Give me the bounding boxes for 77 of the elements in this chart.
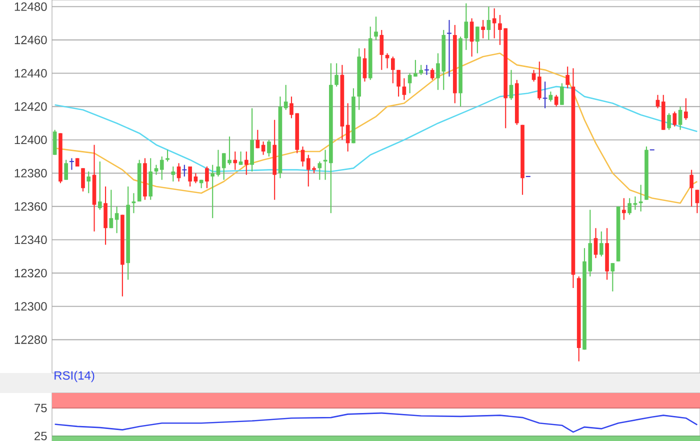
candlestick	[690, 169, 694, 208]
candlestick	[419, 64, 423, 76]
candlestick	[64, 159, 68, 180]
candlestick	[402, 78, 406, 100]
candlestick	[334, 62, 338, 88]
candlestick	[52, 129, 57, 156]
candlestick	[470, 18, 474, 58]
candlestick	[396, 69, 400, 98]
candlestick	[380, 29, 384, 70]
candlestick	[188, 166, 192, 188]
candlestick	[300, 146, 305, 168]
candlestick	[638, 184, 643, 212]
candlestick	[599, 230, 604, 257]
candlestick	[374, 16, 378, 40]
candlestick	[633, 196, 638, 210]
candlestick	[154, 164, 158, 176]
candlestick	[430, 68, 434, 80]
y-tick-label: 25	[34, 432, 47, 440]
candlestick	[284, 84, 288, 110]
y-tick-label: 12320	[14, 268, 47, 278]
candlestick	[81, 168, 85, 192]
candlestick	[233, 150, 238, 170]
candlestick	[464, 2, 468, 50]
y-tick-label: 12480	[14, 2, 47, 11]
candlestick	[318, 160, 322, 180]
line-series	[54, 86, 698, 172]
candlestick	[486, 6, 491, 40]
candlestick	[98, 160, 102, 210]
candlestick	[548, 91, 553, 102]
candlestick	[385, 52, 390, 69]
candlestick	[594, 228, 598, 259]
line-series	[54, 412, 698, 433]
candlestick	[628, 198, 632, 216]
candlestick	[678, 106, 682, 130]
candlestick	[109, 189, 114, 229]
candlestick	[610, 262, 615, 292]
candlestick	[267, 139, 271, 158]
y-tick-label: 12420	[14, 102, 47, 111]
candlestick	[667, 112, 671, 130]
y-tick-label: 12280	[14, 335, 47, 344]
candlestick	[492, 8, 496, 39]
candlestick	[160, 156, 164, 180]
candlestick	[166, 149, 170, 162]
candlestick	[216, 149, 220, 178]
candlestick	[672, 111, 677, 128]
candlestick	[684, 98, 688, 120]
candlestick	[566, 66, 570, 89]
candlestick	[542, 81, 548, 109]
candlestick	[476, 26, 480, 54]
candlestick	[176, 162, 181, 182]
candlestick	[182, 164, 188, 178]
candlestick	[114, 206, 119, 234]
y-tick-label: 75	[34, 404, 47, 412]
candlestick	[560, 82, 564, 106]
candlestick	[171, 166, 176, 182]
y-tick-label: 12400	[14, 136, 47, 144]
y-tick-label: 12440	[14, 69, 47, 78]
chart-title: RSI(14)	[54, 370, 94, 382]
candlestick	[86, 170, 91, 194]
candlestick	[622, 198, 626, 220]
y-tick-label: 12460	[14, 36, 47, 44]
candlestick	[210, 164, 215, 219]
candlestick	[554, 94, 558, 108]
candlestick	[244, 150, 248, 176]
candlestick	[390, 56, 395, 84]
y-tick-label: 12340	[14, 236, 47, 244]
candlestick	[205, 166, 209, 189]
candlestick	[481, 19, 485, 39]
candlestick	[346, 102, 350, 152]
y-tick-label: 12380	[14, 168, 47, 178]
candlestick	[238, 150, 243, 166]
candlestick	[414, 59, 418, 78]
y-tick-label: 12360	[14, 202, 47, 211]
candlestick	[538, 61, 542, 100]
candlestick	[194, 172, 198, 184]
y-tick-label: 12300	[14, 302, 47, 311]
line-series	[54, 52, 698, 204]
